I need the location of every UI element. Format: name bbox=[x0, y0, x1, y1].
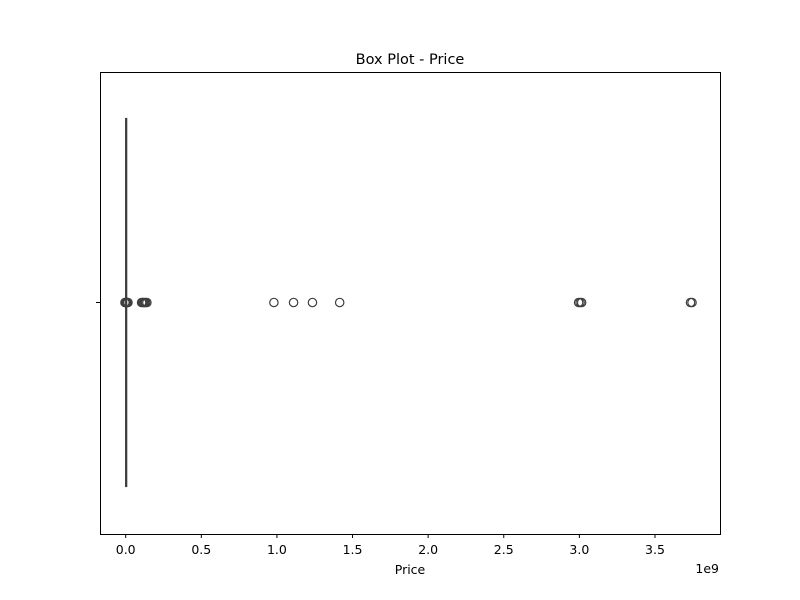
outlier-point bbox=[307, 297, 318, 308]
chart-title: Box Plot - Price bbox=[356, 52, 465, 68]
x-tick-label: 1.5 bbox=[343, 542, 363, 557]
outlier-point bbox=[269, 297, 279, 308]
x-axis-offset-label: 1e9 bbox=[695, 561, 719, 576]
x-tick-label: 2.0 bbox=[418, 542, 438, 557]
outlier-point bbox=[334, 297, 345, 308]
outlier-point bbox=[687, 297, 697, 308]
outlier-point bbox=[576, 297, 587, 308]
x-tick-label: 1.0 bbox=[267, 542, 287, 557]
x-tick-label: 2.5 bbox=[494, 542, 514, 557]
outliers-layer bbox=[120, 297, 697, 308]
outlier-point bbox=[288, 297, 299, 308]
x-tick-label: 3.0 bbox=[569, 542, 589, 557]
x-tick-label: 3.5 bbox=[645, 542, 665, 557]
plot-area-frame bbox=[100, 72, 721, 535]
x-tick-label: 0.5 bbox=[191, 542, 211, 557]
outlier-point bbox=[142, 297, 152, 308]
x-axis-label: Price bbox=[395, 562, 426, 577]
x-axis-ticks: 0.0 0.5 1.0 1.5 2.0 2.5 3.0 3.5 bbox=[116, 534, 665, 557]
x-tick-label: 0.0 bbox=[116, 542, 136, 557]
box-layer bbox=[125, 117, 128, 488]
outlier-point bbox=[123, 297, 133, 308]
